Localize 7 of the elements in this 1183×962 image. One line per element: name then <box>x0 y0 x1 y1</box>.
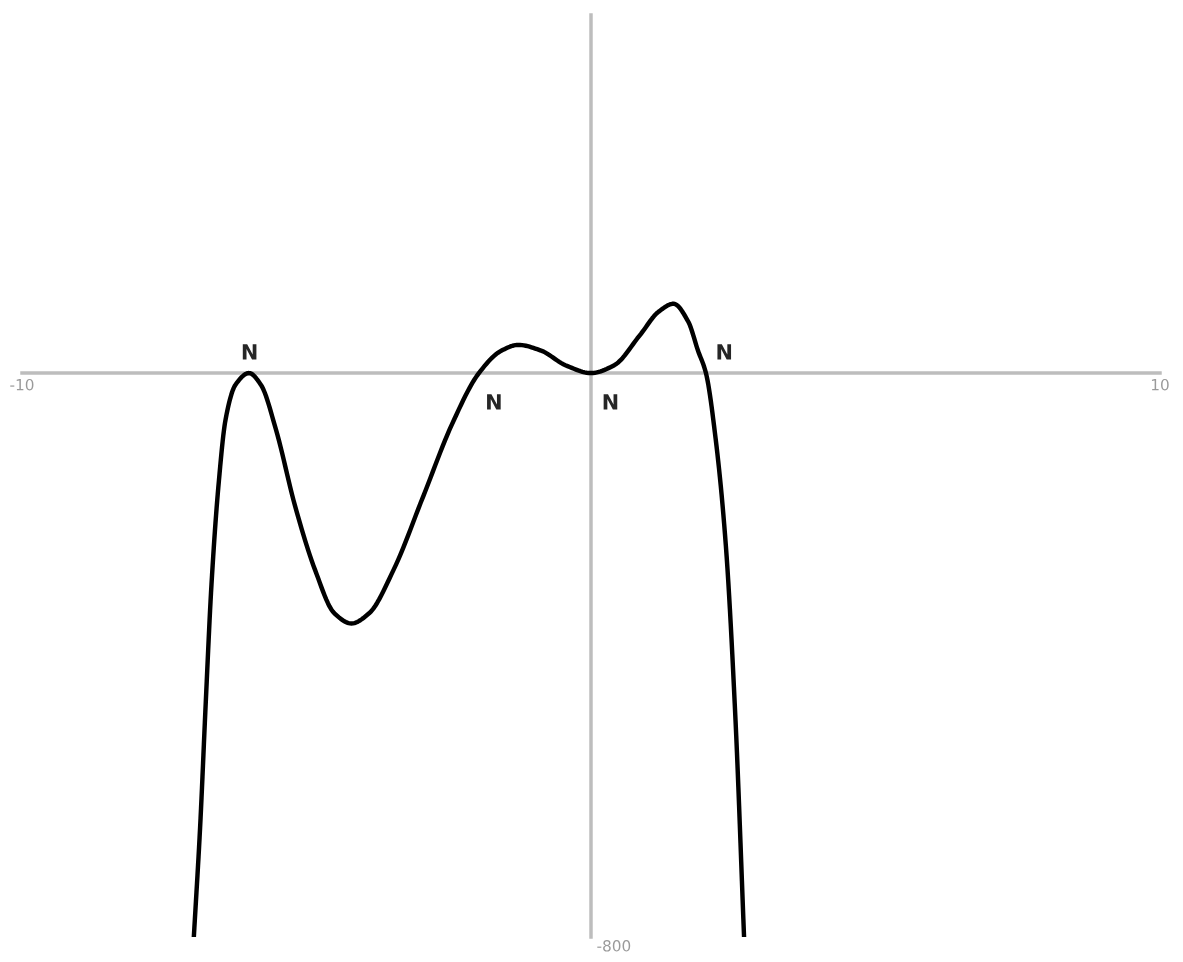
annotation: N <box>717 344 732 360</box>
annotation: N <box>487 394 501 410</box>
x-tick-label: 10 <box>1151 378 1169 391</box>
text: -800 <box>597 940 631 952</box>
x-tick-label: -10 <box>10 378 34 391</box>
annotation: N <box>603 394 618 410</box>
annotation: N <box>242 344 257 360</box>
